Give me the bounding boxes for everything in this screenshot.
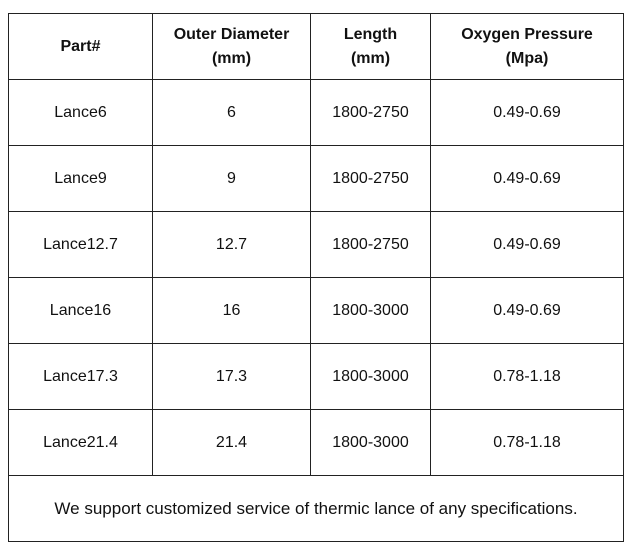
table-cell: 1800-2750 [310, 211, 431, 278]
table-cell: Lance9 [8, 145, 153, 212]
table-cell: Lance6 [8, 79, 153, 146]
table-cell: 12.7 [152, 211, 311, 278]
table-row: Lance12.7 12.7 1800-2750 0.49-0.69 [8, 211, 624, 278]
table-cell: 1800-3000 [310, 409, 431, 476]
table-cell: 0.49-0.69 [430, 79, 624, 146]
header-row: Part# Outer Diameter (mm) Length (mm) Oxyge… [8, 13, 624, 80]
table-cell: 0.49-0.69 [430, 211, 624, 278]
table-cell: 6 [152, 79, 311, 146]
table-body: Lance6 6 1800-2750 0.49-0.69 Lance9 9 1800-275… [8, 79, 624, 476]
table-cell: 16 [152, 277, 311, 344]
spec-table: Part# Outer Diameter (mm) Length (mm) Oxyge… [8, 13, 624, 542]
table-cell: 9 [152, 145, 311, 212]
table-cell: Lance16 [8, 277, 153, 344]
table-cell: Lance21.4 [8, 409, 153, 476]
table-cell: Lance12.7 [8, 211, 153, 278]
header-cell: Part# [8, 13, 153, 80]
table-row: Lance17.3 17.3 1800-3000 0.78-1.18 [8, 343, 624, 410]
table-row: Lance9 9 1800-2750 0.49-0.69 [8, 145, 624, 212]
header-cell: Outer Diameter (mm) [152, 13, 311, 80]
footer-row: We support customized service of thermic… [8, 475, 624, 542]
header-cell: Oxygen Pressure (Mpa) [430, 13, 624, 80]
table-row: Lance6 6 1800-2750 0.49-0.69 [8, 79, 624, 146]
table-cell: 1800-3000 [310, 277, 431, 344]
table-cell: 0.49-0.69 [430, 277, 624, 344]
table-row: Lance21.4 21.4 1800-3000 0.78-1.18 [8, 409, 624, 476]
table-cell: 1800-3000 [310, 343, 431, 410]
table-cell: 0.49-0.69 [430, 145, 624, 212]
table-row: Lance16 16 1800-3000 0.49-0.69 [8, 277, 624, 344]
table-cell: 0.78-1.18 [430, 343, 624, 410]
table-cell: 21.4 [152, 409, 311, 476]
footer-note: We support customized service of thermic… [8, 475, 624, 542]
table-cell: 1800-2750 [310, 79, 431, 146]
table-cell: Lance17.3 [8, 343, 153, 410]
table-cell: 0.78-1.18 [430, 409, 624, 476]
table-cell: 17.3 [152, 343, 311, 410]
header-cell: Length (mm) [310, 13, 431, 80]
table-cell: 1800-2750 [310, 145, 431, 212]
